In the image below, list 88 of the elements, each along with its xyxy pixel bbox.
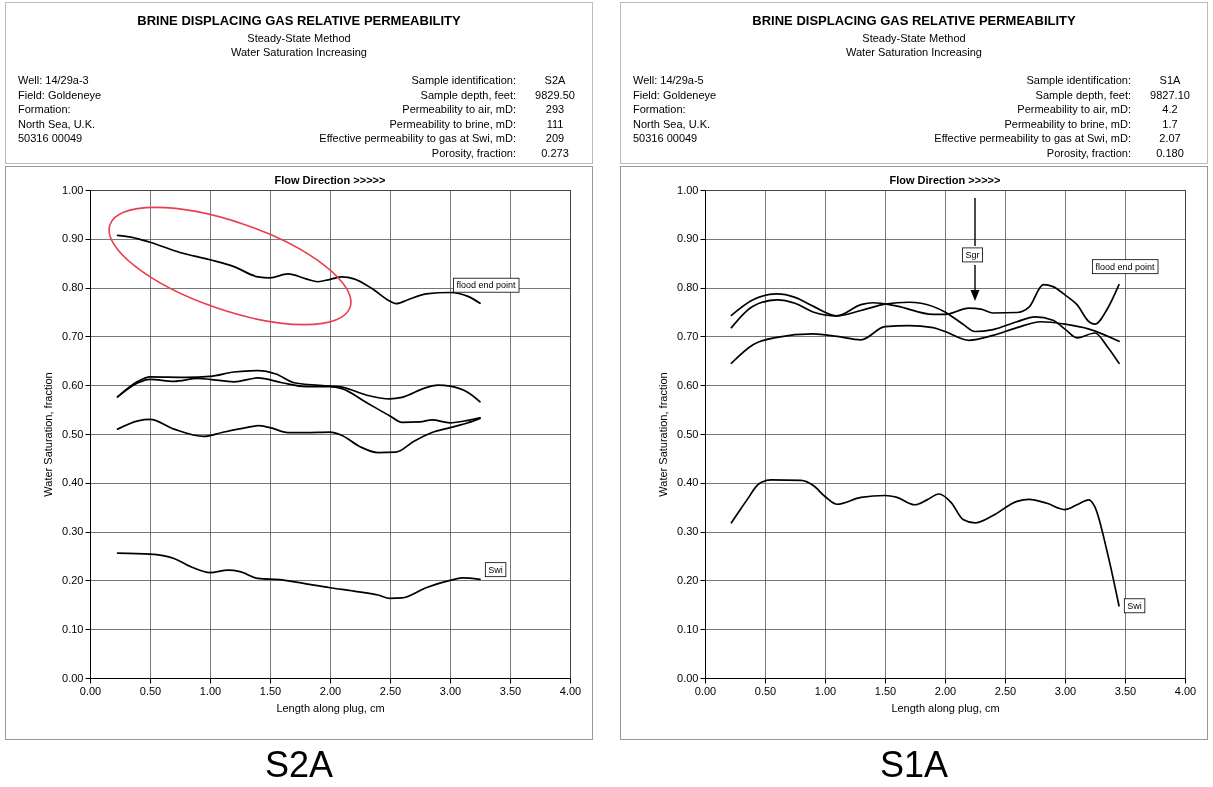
y-tick-label: 0.90 [677,232,699,245]
x-tick-label: 1.50 [259,684,282,697]
text: Effective permeability to gas at Swi, mD: [934,131,1132,146]
text: Well: 14/29a-3 [18,73,90,88]
text: 4.2 [1161,102,1179,117]
y-tick-label: 0.00 [677,671,699,684]
text: 0.273 [540,145,570,160]
y-tick-label: 0.30 [62,525,84,538]
text: Formation: [18,102,72,117]
x-tick-label: 2.00 [934,684,957,697]
text: S1A [878,744,949,785]
x-tick-label: 4.00 [559,684,582,697]
annotation: Swi [1127,600,1142,611]
y-tick-label: 0.20 [62,573,84,586]
text: Formation: [633,102,687,117]
chart-title: BRINE DISPLACING GAS RELATIVE PERMEABILITY [136,13,462,28]
x-tick-label: 0.00 [694,684,717,697]
chart-title: BRINE DISPLACING GAS RELATIVE PERMEABILITY [751,13,1077,28]
x-tick-label: 1.50 [874,684,897,697]
text: S1A [1158,73,1182,88]
text: Field: Goldeneye [18,87,102,102]
y-tick-label: 0.50 [62,427,84,440]
y-tick-label: 0.20 [677,573,699,586]
text: Permeability to brine, mD: [1003,116,1132,131]
y-tick-label: 0.30 [677,525,699,538]
text: 50316 00049 [18,131,84,146]
text: Sample depth, feet: [1034,87,1132,102]
x-axis-title: Length along plug, cm [891,701,1000,714]
y-axis-title: Water Saturation, fraction [657,372,670,497]
x-tick-label: 3.50 [1114,684,1137,697]
x-tick-label: 3.50 [499,684,522,697]
text: Flow Direction >>>>> [273,174,387,186]
x-tick-label: 4.00 [1174,684,1197,697]
text: Permeability to brine, mD: [388,116,517,131]
y-tick-label: 1.00 [62,183,84,196]
text: Permeability to air, mD: [401,102,517,117]
y-tick-label: 0.50 [677,427,699,440]
text: Permeability to air, mD: [1016,102,1132,117]
y-tick-label: 0.60 [677,378,699,391]
text: 9829.50 [534,87,576,102]
text: 293 [544,102,566,117]
y-axis-title: Water Saturation, fraction [42,372,55,497]
y-tick-label: 1.00 [677,183,699,196]
x-tick-label: 0.50 [139,684,162,697]
y-tick-label: 0.70 [62,329,84,342]
x-tick-label: 3.00 [439,684,462,697]
chart-subtitle: Steady-State Method Water Saturation Increasing [845,31,983,59]
text: Well: 14/29a-5 [633,73,705,88]
text: Flow Direction >>>>> [888,174,1002,186]
annotation: Swi [488,564,503,575]
y-tick-label: 0.80 [62,281,84,294]
y-tick-label: 0.10 [677,622,699,635]
text: Field: Goldeneye [633,87,717,102]
x-tick-label: 3.00 [1054,684,1077,697]
text: S2A [263,744,334,785]
text: North Sea, U.K. [633,116,712,131]
y-tick-label: 0.40 [62,476,84,489]
text: Porosity, fraction: [430,145,517,160]
x-tick-label: 2.50 [994,684,1017,697]
y-tick-label: 0.40 [677,476,699,489]
text: 111 [545,116,565,131]
text: 2.07 [1158,131,1182,146]
x-tick-label: 2.50 [379,684,402,697]
chart-subtitle: Steady-State Method Water Saturation Increasing [230,31,368,59]
text: North Sea, U.K. [18,116,97,131]
text: Sample identification: [410,73,517,88]
text: 9827.10 [1149,87,1191,102]
text: 1.7 [1161,116,1179,131]
text: Effective permeability to gas at Swi, mD: [319,131,517,146]
text: Sample identification: [1025,73,1132,88]
y-tick-label: 0.70 [677,329,699,342]
x-tick-label: 0.00 [79,684,102,697]
text: Porosity, fraction: [1045,145,1132,160]
y-tick-label: 0.10 [62,622,84,635]
text: Sample depth, feet: [419,87,517,102]
x-tick-label: 1.00 [814,684,837,697]
x-tick-label: 1.00 [199,684,222,697]
x-tick-label: 2.00 [319,684,342,697]
y-tick-label: 0.00 [62,671,84,684]
y-tick-label: 0.80 [677,281,699,294]
text: 0.180 [1155,145,1185,160]
text: 50316 00049 [633,131,699,146]
y-tick-label: 0.90 [62,232,84,245]
text: 209 [544,131,566,146]
y-tick-label: 0.60 [62,378,84,391]
text: S2A [543,73,567,88]
x-axis-title: Length along plug, cm [276,701,385,714]
x-tick-label: 0.50 [754,684,777,697]
